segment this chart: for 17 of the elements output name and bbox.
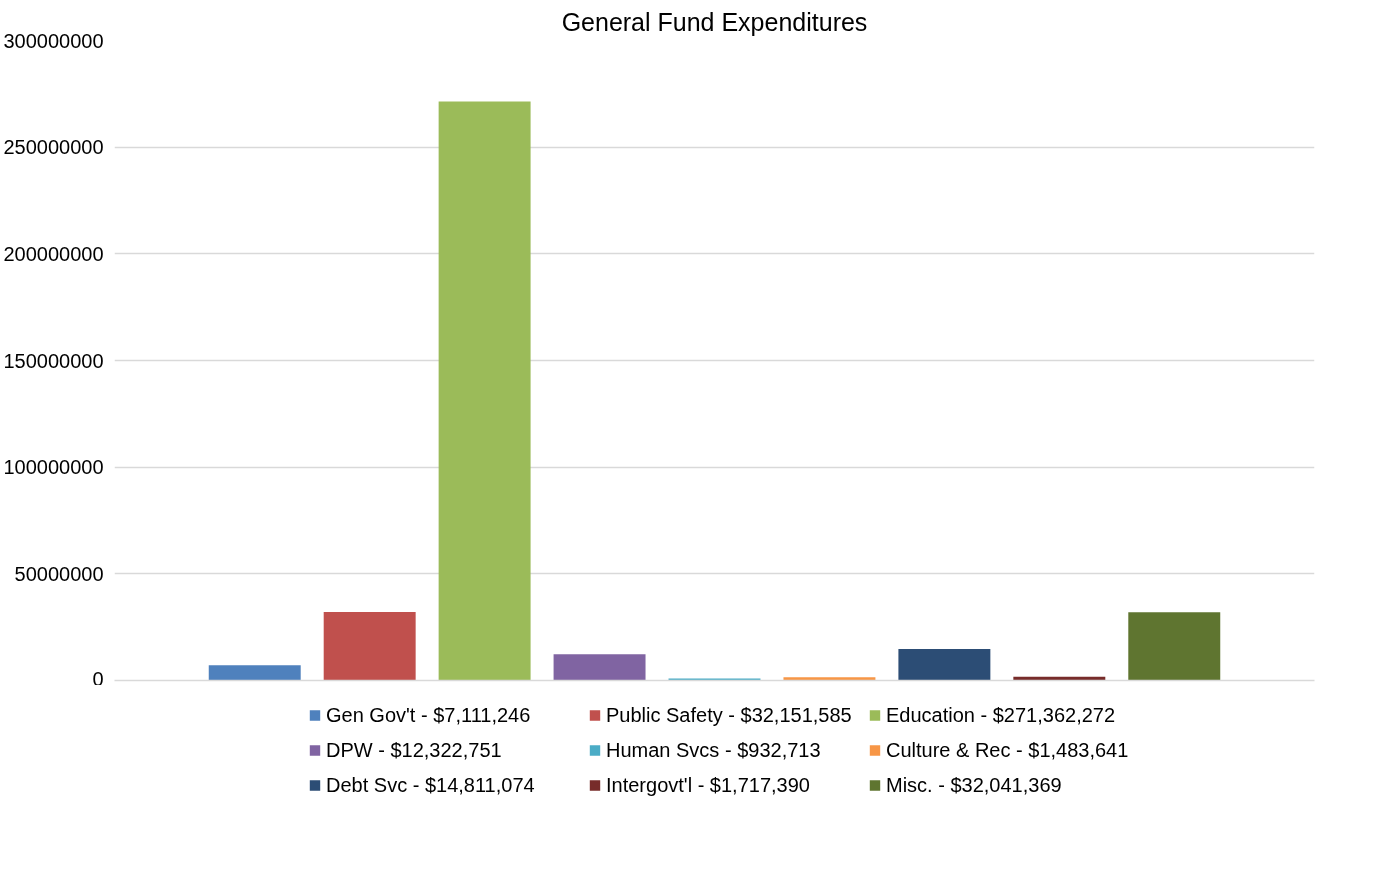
legend-label: Debt Svc - $14,811,074 <box>326 773 536 797</box>
legend-label: Culture & Rec - $1,483,641 <box>886 738 1130 762</box>
y-tick-label: 200000000 <box>3 242 104 265</box>
legend-label: DPW - $12,322,751 <box>326 738 503 762</box>
legend-label: Education - $271,362,272 <box>886 703 1117 727</box>
y-tick-label: 0 <box>92 667 104 690</box>
y-tick-label: 300000000 <box>3 29 104 52</box>
legend-label: Gen Gov't - $7,111,246 <box>326 703 532 727</box>
y-tick-label: 100000000 <box>3 456 104 479</box>
chart-title: General Fund Expenditures <box>561 7 868 36</box>
legend-label: Misc. - $32,041,369 <box>886 773 1063 797</box>
y-tick-label: 150000000 <box>3 349 104 372</box>
legend-label: Intergovt'l - $1,717,390 <box>606 773 811 797</box>
y-tick-label: 50000000 <box>14 562 104 585</box>
y-tick-label: 250000000 <box>3 136 104 159</box>
legend-label: Human Svcs - $932,713 <box>606 738 822 762</box>
legend-label: Public Safety - $32,151,585 <box>606 703 853 727</box>
